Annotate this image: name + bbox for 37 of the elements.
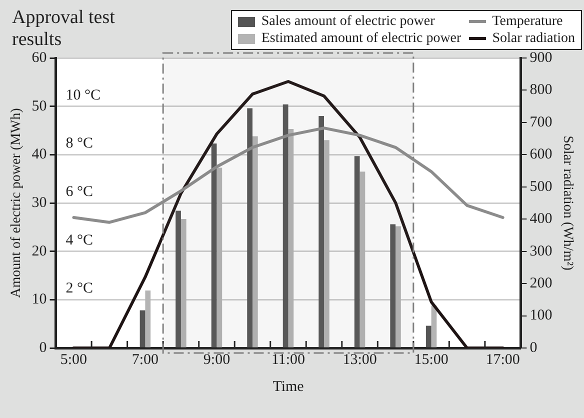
y2-axis-title: Solar radiation (Wh/m²)	[560, 136, 575, 271]
y-tick-label: 20	[32, 243, 47, 260]
y2-tick-label: 500	[530, 178, 552, 195]
x-tick-label: 9:00	[203, 352, 230, 368]
legend-label: Estimated amount of electric power	[260, 30, 462, 47]
x-tick-label: 11:00	[271, 352, 306, 368]
y2-tick-label: 800	[530, 82, 552, 98]
y-axis-title: Amount of electric power (MWh)	[9, 108, 24, 298]
y-tick-label: 40	[32, 146, 47, 163]
y3-tick-label: 8 °C	[66, 136, 94, 152]
legend-label: Sales amount of electric power	[260, 13, 436, 30]
y-tick-label: 50	[32, 98, 47, 114]
legend-label: Solar radiation	[491, 30, 575, 47]
y2-tick-label: 300	[530, 243, 552, 260]
x-axis-title: Time	[272, 378, 304, 395]
legend-label: Temperature	[491, 13, 564, 30]
y-tick-label: 60	[32, 50, 47, 66]
y2-tick-label: 700	[530, 114, 552, 130]
y2-tick-label: 0	[530, 340, 538, 356]
x-tick-label: 5:00	[60, 352, 88, 368]
y3-tick-label: 4 °C	[66, 232, 94, 248]
y3-tick-label: 10 °C	[66, 87, 101, 104]
y3-tick-label: 2 °C	[66, 280, 94, 297]
y2-tick-label: 100	[530, 308, 552, 324]
y-tick-label: 10	[32, 292, 47, 308]
y-tick-label: 0	[39, 340, 47, 356]
chart-title: Approval test results	[12, 7, 116, 51]
x-tick-label: 15:00	[414, 352, 448, 368]
x-tick-label: 17:00	[486, 352, 520, 368]
y2-tick-label: 900	[530, 50, 552, 66]
y2-tick-label: 400	[530, 211, 552, 228]
y2-tick-label: 200	[530, 275, 552, 292]
x-tick-label: 13:00	[342, 352, 377, 368]
x-tick-label: 7:00	[132, 352, 159, 368]
y-tick-label: 30	[32, 194, 47, 211]
y2-tick-label: 600	[530, 146, 552, 163]
y3-tick-label: 6 °C	[66, 184, 94, 200]
